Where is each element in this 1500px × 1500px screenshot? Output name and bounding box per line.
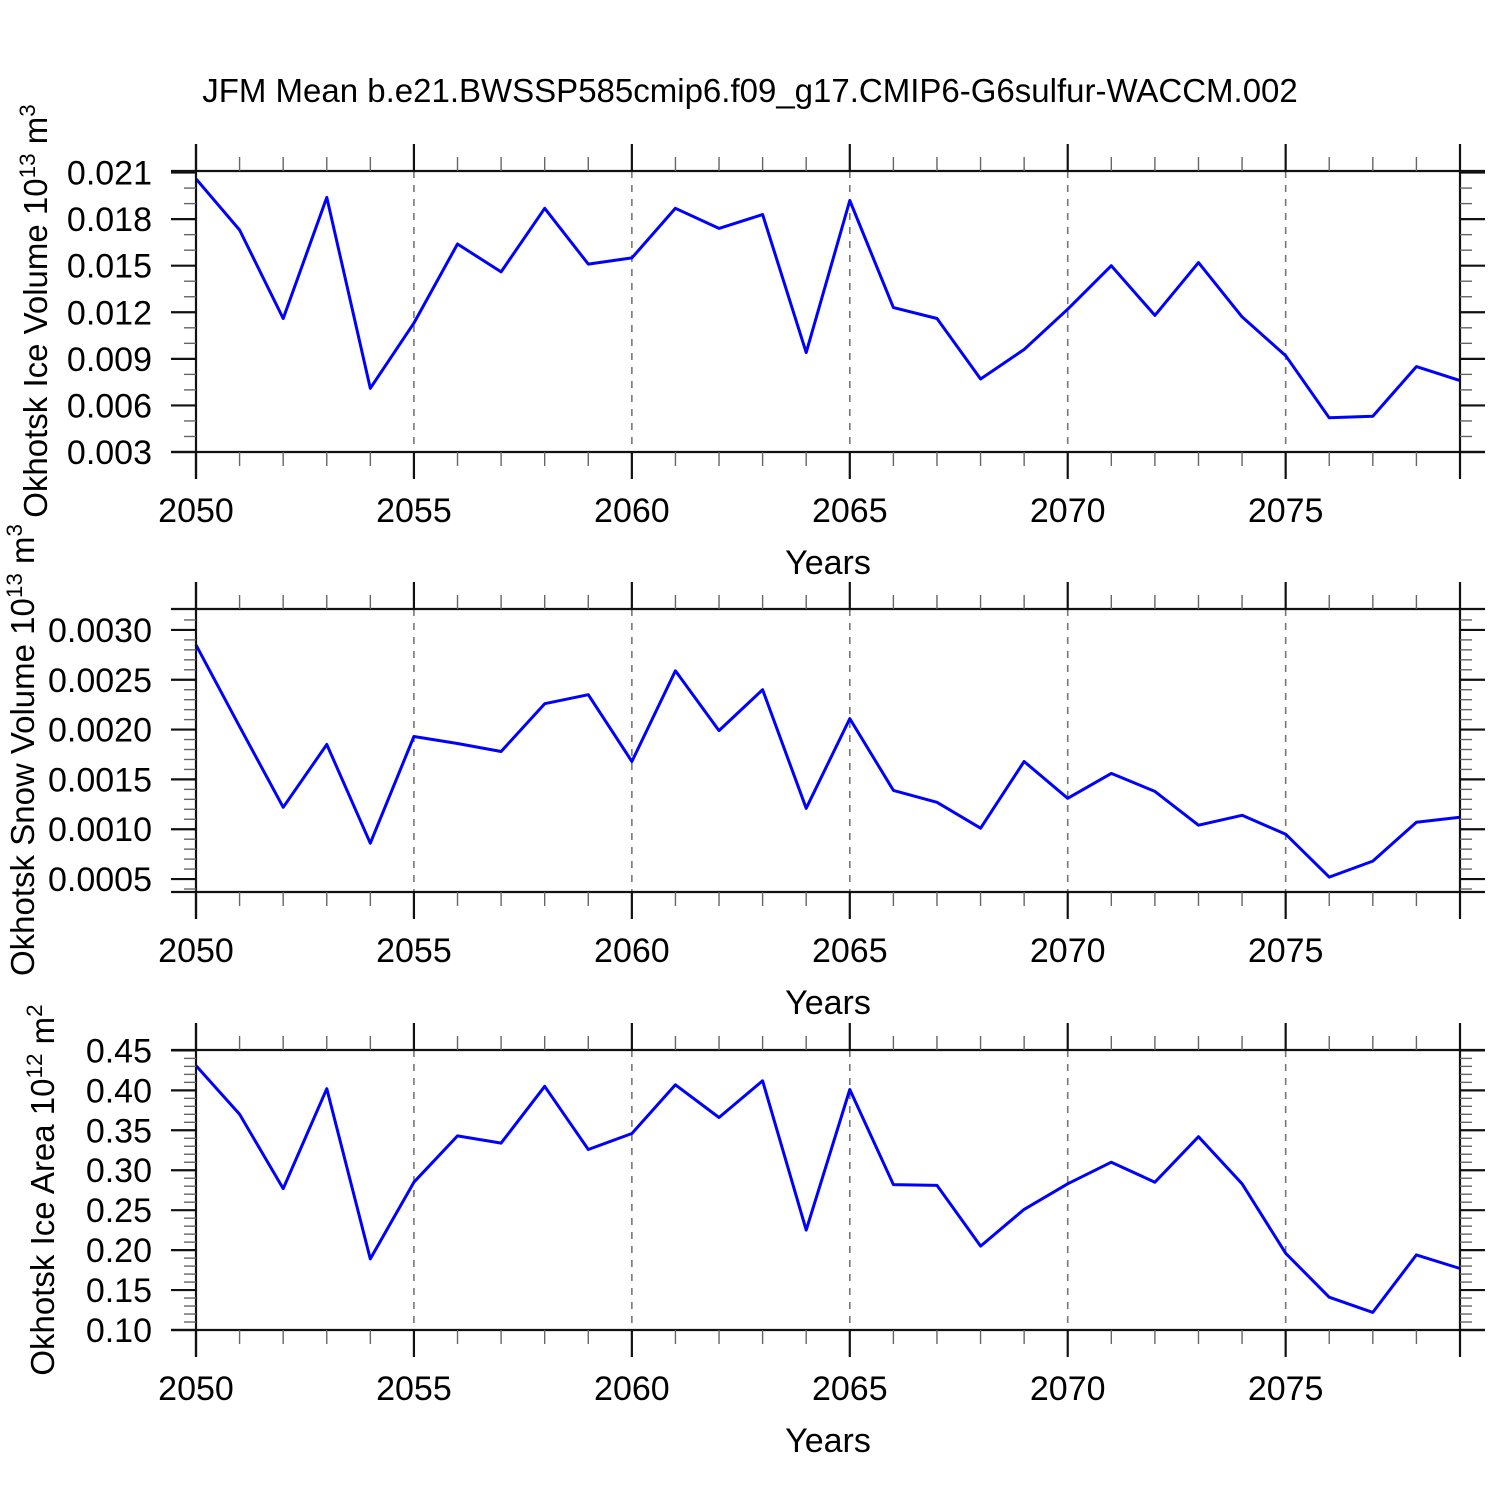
x-axis-title: Years <box>785 544 871 582</box>
y-tick-label: 0.015 <box>67 248 152 286</box>
y-axis-title-unit: m <box>24 1016 61 1054</box>
y-axis-title-ice-area: Okhotsk Ice Area 1012 m2 <box>22 1004 62 1375</box>
panel-snow-volume: 2050 2055 2060 2065 2070 2075 0.0030 0.0025 0.00… <box>48 582 1485 1022</box>
y-tick-label: 0.003 <box>67 434 152 472</box>
x-tick-label: 2055 <box>376 492 452 530</box>
y-tick-label: 0.10 <box>86 1312 152 1350</box>
x-tick-label: 2055 <box>376 932 452 970</box>
y-tick-label: 0.012 <box>67 294 152 332</box>
x-axis-title: Years <box>785 984 871 1022</box>
x-tick-label: 2070 <box>1030 932 1106 970</box>
y-tick-label: 0.006 <box>67 387 152 425</box>
x-tick-label: 2075 <box>1248 492 1324 530</box>
y-tick-label: 0.35 <box>86 1112 152 1150</box>
x-tick-label: 2050 <box>158 492 234 530</box>
x-tick-label: 2065 <box>812 1370 888 1408</box>
x-tick-label: 2070 <box>1030 492 1106 530</box>
exponent: 13 <box>2 573 27 599</box>
x-tick-label: 2070 <box>1030 1370 1106 1408</box>
y-axis-title-text: Okhotsk Ice Volume 10 <box>17 178 54 518</box>
x-tick-label: 2065 <box>812 492 888 530</box>
x-tick-label: 2060 <box>594 492 670 530</box>
chart-title: JFM Mean b.e21.BWSSP585cmip6.f09_g17.CMI… <box>202 72 1298 109</box>
exponent: 2 <box>22 1004 47 1017</box>
exponent: 13 <box>15 153 40 179</box>
exponent: 3 <box>15 104 40 117</box>
y-tick-label: 0.0010 <box>48 811 152 849</box>
panel-ice-volume: 2050 2055 2060 2065 2070 2075 0.021 0.018 0.015 0… <box>67 144 1485 582</box>
y-tick-label: 0.0015 <box>48 761 152 799</box>
x-tick-label: 2075 <box>1248 932 1324 970</box>
y-tick-label: 0.0020 <box>48 712 152 750</box>
panel-ice-area: 2050 2055 2060 2065 2070 2075 0.450.400.350.30… <box>86 1023 1485 1460</box>
exponent: 3 <box>2 524 27 537</box>
y-tick-label: 0.009 <box>67 341 152 379</box>
y-axis-title-text: Okhotsk Snow Volume 10 <box>4 598 41 976</box>
x-tick-label: 2060 <box>594 1370 670 1408</box>
x-tick-label: 2060 <box>594 932 670 970</box>
y-axis-title-snow-volume: Okhotsk Snow Volume 1013 m3 <box>2 524 42 976</box>
data-line-snow-volume <box>194 644 1461 879</box>
y-axis-title-unit: m <box>17 116 54 154</box>
x-tick-label: 2065 <box>812 932 888 970</box>
data-line-ice-area <box>194 1064 1461 1314</box>
y-tick-label: 0.25 <box>86 1192 152 1230</box>
y-tick-label: 0.30 <box>86 1152 152 1190</box>
y-tick-label: 0.021 <box>67 155 152 193</box>
y-tick-label: 0.20 <box>86 1232 152 1270</box>
data-line-ice-volume <box>194 177 1461 420</box>
exponent: 12 <box>22 1053 47 1079</box>
x-tick-label: 2050 <box>158 1370 234 1408</box>
x-tick-label: 2055 <box>376 1370 452 1408</box>
y-tick-label: 0.15 <box>86 1272 152 1310</box>
y-tick-label: 0.0030 <box>48 612 152 650</box>
y-axis-title-ice-volume: Okhotsk Ice Volume 1013 m3 <box>15 104 55 517</box>
x-tick-label: 2050 <box>158 932 234 970</box>
y-tick-label: 0.40 <box>86 1072 152 1110</box>
y-axis-title-unit: m <box>4 536 41 574</box>
y-tick-label: 0.0005 <box>48 861 152 899</box>
x-axis-title: Years <box>785 1422 871 1460</box>
y-axis-title-text: Okhotsk Ice Area 10 <box>24 1078 61 1376</box>
y-tick-label: 0.018 <box>67 201 152 239</box>
y-tick-label: 0.0025 <box>48 662 152 700</box>
y-tick-label: 0.45 <box>86 1032 152 1070</box>
x-tick-label: 2075 <box>1248 1370 1324 1408</box>
